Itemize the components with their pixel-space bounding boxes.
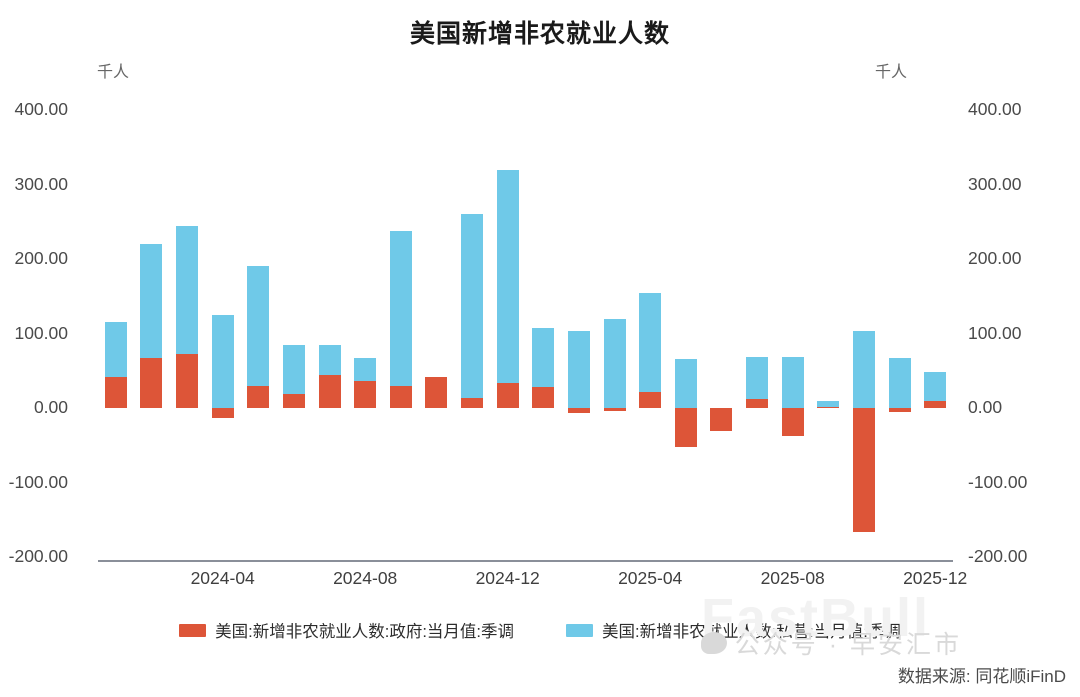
bar-government [461,397,484,408]
y-tick-label-right: 400.00 [968,99,1022,119]
bar-private [746,356,769,400]
bar-private [639,292,662,393]
plot-area [98,100,953,562]
y-tick-label-right: 100.00 [968,322,1022,343]
y-tick-label-right: 300.00 [968,173,1022,194]
bar-private [354,358,377,382]
bar-private [282,345,305,394]
bar-private [140,244,163,359]
bar-private [924,372,947,402]
x-tick-label: 2024-04 [190,568,255,588]
bar-government [354,381,377,408]
bar-private [674,358,697,408]
y-tick-label-left: 0.00 [33,397,68,417]
bar-government [746,399,769,408]
bar-government [817,406,840,408]
bar-private [567,331,590,408]
y-axis-unit-left: 千人 [97,64,130,81]
bar-government [176,354,199,408]
bar-government [532,387,555,408]
bar-government [104,376,127,408]
bar-private [176,226,199,355]
bar-government [674,408,697,447]
y-tick-label-left: 300.00 [14,173,68,194]
bar-private [888,358,911,408]
legend-swatch-icon [566,623,593,637]
x-tick-label: 2024-08 [333,568,398,588]
bar-government [924,401,947,408]
bar-private [211,314,234,408]
y-tick-label-right: 0.00 [968,397,1003,417]
bar-private [318,344,341,376]
bar-government [603,408,626,411]
y-tick-label-left: -100.00 [8,471,68,492]
bar-private [781,356,804,408]
y-tick-label-left: 400.00 [14,99,68,119]
bar-government [567,408,590,414]
x-tick-label: 2025-08 [760,568,825,588]
legend-label: 美国:新增非农就业人数:政府:当月值:季调 [215,623,514,641]
data-source-note: 数据来源: 同花顺iFinD [897,667,1066,686]
x-axis-line [98,560,953,562]
legend-item-private[interactable]: 美国:新增非农就业人数:私营:当月值:季调 [566,618,901,642]
legend-swatch-icon [179,623,207,637]
legend-label: 美国:新增非农就业人数:私营:当月值:季调 [602,623,901,641]
bar-government [496,383,519,408]
bar-government [247,385,270,408]
chart-legend: 美国:新增非农就业人数:政府:当月值:季调 美国:新增非农就业人数:私营:当月值:… [0,618,1080,642]
x-tick-label: 2025-04 [618,568,683,588]
bar-government [710,408,733,432]
x-tick-label: 2025-12 [903,568,968,588]
y-tick-label-left: 100.00 [14,322,68,343]
bar-private [852,330,875,408]
bar-private [496,169,519,384]
page-title: 美国新增非农就业人数 [409,20,670,48]
bar-government [425,376,448,408]
bar-government [318,375,341,408]
y-tick-label-right: -100.00 [968,471,1028,492]
bar-government [639,392,662,408]
bar-government [211,408,234,418]
y-tick-label-right: 200.00 [968,248,1022,268]
y-tick-label-left: 200.00 [14,248,68,268]
bar-government [852,408,875,532]
bar-private [603,318,626,408]
bar-private [532,327,555,388]
y-tick-label-left: -200.00 [8,546,68,566]
y-axis-unit-right: 千人 [875,64,908,81]
bar-private [104,322,127,377]
bar-government [389,386,412,408]
bar-private [817,400,840,407]
bar-private [461,214,484,398]
bar-government [888,408,911,412]
bar-private [389,230,412,387]
bar-government [282,393,305,408]
bar-private [247,265,270,386]
legend-item-government[interactable]: 美国:新增非农就业人数:政府:当月值:季调 [179,618,514,642]
bar-government [140,358,163,408]
x-tick-label: 2024-12 [475,568,540,588]
y-tick-label-right: -200.00 [968,546,1028,566]
bar-government [781,408,804,436]
